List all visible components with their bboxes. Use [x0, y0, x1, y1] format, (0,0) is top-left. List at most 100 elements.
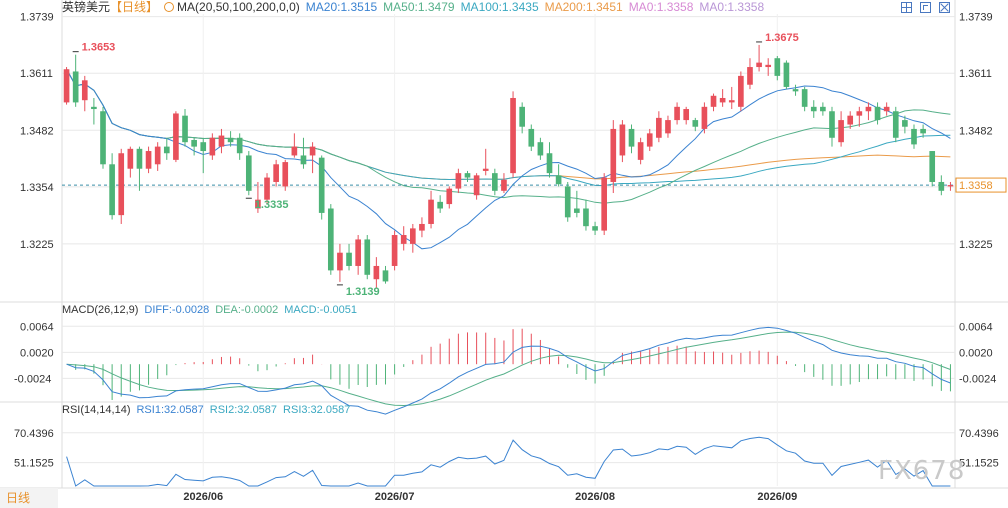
candle-body	[510, 97, 516, 174]
date-tick-label: 2026/09	[757, 491, 797, 503]
rsi-tick-label-left: 70.4396	[14, 428, 54, 440]
candle-body	[519, 106, 525, 127]
candle-body	[355, 239, 361, 266]
ma50-value: MA50:1.3479	[383, 0, 455, 14]
candle-body	[282, 162, 289, 187]
candle-body	[947, 185, 954, 187]
date-tick-label: 2026/07	[375, 491, 415, 503]
rsi-tick-label-left: 51.1525	[14, 458, 54, 470]
candle-body	[273, 164, 279, 182]
candle-body	[163, 146, 170, 154]
candle-body	[291, 146, 298, 156]
candle-body	[628, 128, 635, 147]
candle-body	[227, 137, 234, 143]
candle-body	[318, 157, 325, 213]
macd-tick-label-right: -0.0024	[959, 373, 996, 385]
watermark: FX678	[878, 456, 966, 486]
date-tick-label: 2026/06	[183, 491, 223, 503]
candle-body	[63, 69, 70, 103]
candle-body	[892, 111, 899, 138]
candle-body	[309, 146, 316, 156]
candle-body	[656, 117, 662, 138]
macd-dea: DEA:-0.0002	[215, 304, 279, 316]
symbol-label: 英镑美元	[62, 0, 111, 14]
settings-icon[interactable]	[164, 2, 175, 12]
fullscreen-icon[interactable]	[920, 2, 931, 13]
macd-tick-label-right: 0.0064	[959, 321, 993, 333]
candle-body	[419, 223, 425, 231]
period-label[interactable]: 【日线】	[110, 0, 159, 14]
candle-body	[182, 115, 188, 143]
candle-body	[391, 235, 398, 266]
top-legend: 英镑美元【日线】 MA(20,50,100,200,0,0) MA20:1.3515…	[62, 0, 770, 14]
price-tick-label-left: 1.3482	[20, 125, 54, 137]
candle-body	[209, 137, 216, 156]
macd-diff: DIFF:-0.0028	[144, 304, 210, 316]
candle-body	[145, 151, 152, 169]
grid-icon[interactable]	[901, 2, 912, 13]
candle-body	[437, 201, 443, 209]
candle-body	[610, 128, 617, 182]
candle-body	[646, 133, 653, 147]
candle-body	[874, 106, 881, 121]
candle-body	[337, 252, 343, 271]
period-low-label: 1.3139	[346, 286, 380, 298]
candle-body	[245, 155, 252, 191]
ma0-value-b: MA0:1.3358	[699, 0, 765, 14]
rsi-name: RSI(14,14,14)	[62, 404, 131, 416]
price-tick-label-left: 1.3225	[20, 239, 54, 251]
candle-body	[692, 120, 699, 127]
candle-body	[492, 173, 498, 191]
period-button[interactable]: 日线	[0, 488, 58, 508]
candle-body	[701, 106, 708, 129]
candle-body	[409, 228, 416, 244]
candle-body	[883, 106, 890, 112]
candle-body	[783, 62, 790, 87]
close-icon[interactable]	[939, 2, 950, 13]
candle-body	[173, 113, 179, 160]
candle-body	[428, 199, 434, 224]
recent-low-label: 1.3335	[255, 199, 289, 211]
candle-body	[382, 270, 389, 282]
dea-line	[66, 331, 951, 407]
candle-body	[592, 226, 598, 231]
candle-body	[710, 95, 717, 107]
price-tick-label-right: 1.3611	[959, 68, 992, 80]
rsi2-value: RSI2:32.0587	[209, 404, 278, 416]
candle-body	[564, 186, 571, 218]
price-tick-label-right: 1.3225	[959, 239, 993, 251]
candle-body	[938, 181, 945, 191]
candle-body	[683, 109, 690, 121]
rsi-legend: RSI(14,14,14) RSI1:32.0587 RSI2:32.0587 RSI…	[62, 404, 356, 417]
price-tick-label-right: 1.3739	[959, 12, 993, 24]
candle-body	[765, 64, 772, 68]
candle-body	[218, 135, 225, 147]
price-tick-label-right: 1.3482	[959, 125, 993, 137]
candle-body	[902, 120, 908, 127]
candle-body	[583, 208, 589, 227]
date-tick-label: 2026/08	[575, 491, 615, 503]
candle-body	[400, 235, 407, 244]
candle-body	[81, 80, 88, 101]
ma50-line	[66, 69, 951, 204]
candle-body	[829, 111, 835, 138]
price-tick-label-left: 1.3611	[20, 68, 53, 80]
ma20-line	[66, 69, 951, 250]
candle-body	[154, 146, 161, 165]
candle-body	[738, 75, 744, 107]
candle-body	[774, 58, 781, 76]
price-tick-label-left: 1.3354	[20, 182, 54, 194]
rsi1-value: RSI1:32.0587	[136, 404, 204, 416]
candle-body	[601, 177, 608, 231]
candle-body	[637, 142, 644, 160]
ma100-value: MA100:1.3435	[460, 0, 539, 14]
macd-tick-label-right: 0.0020	[959, 347, 993, 359]
candle-body	[200, 142, 207, 152]
candle-body	[756, 62, 762, 68]
candle-body	[91, 106, 97, 110]
candle-body	[847, 115, 854, 125]
candle-body	[792, 89, 799, 92]
candle-body	[665, 120, 671, 134]
candle-body	[127, 148, 134, 169]
